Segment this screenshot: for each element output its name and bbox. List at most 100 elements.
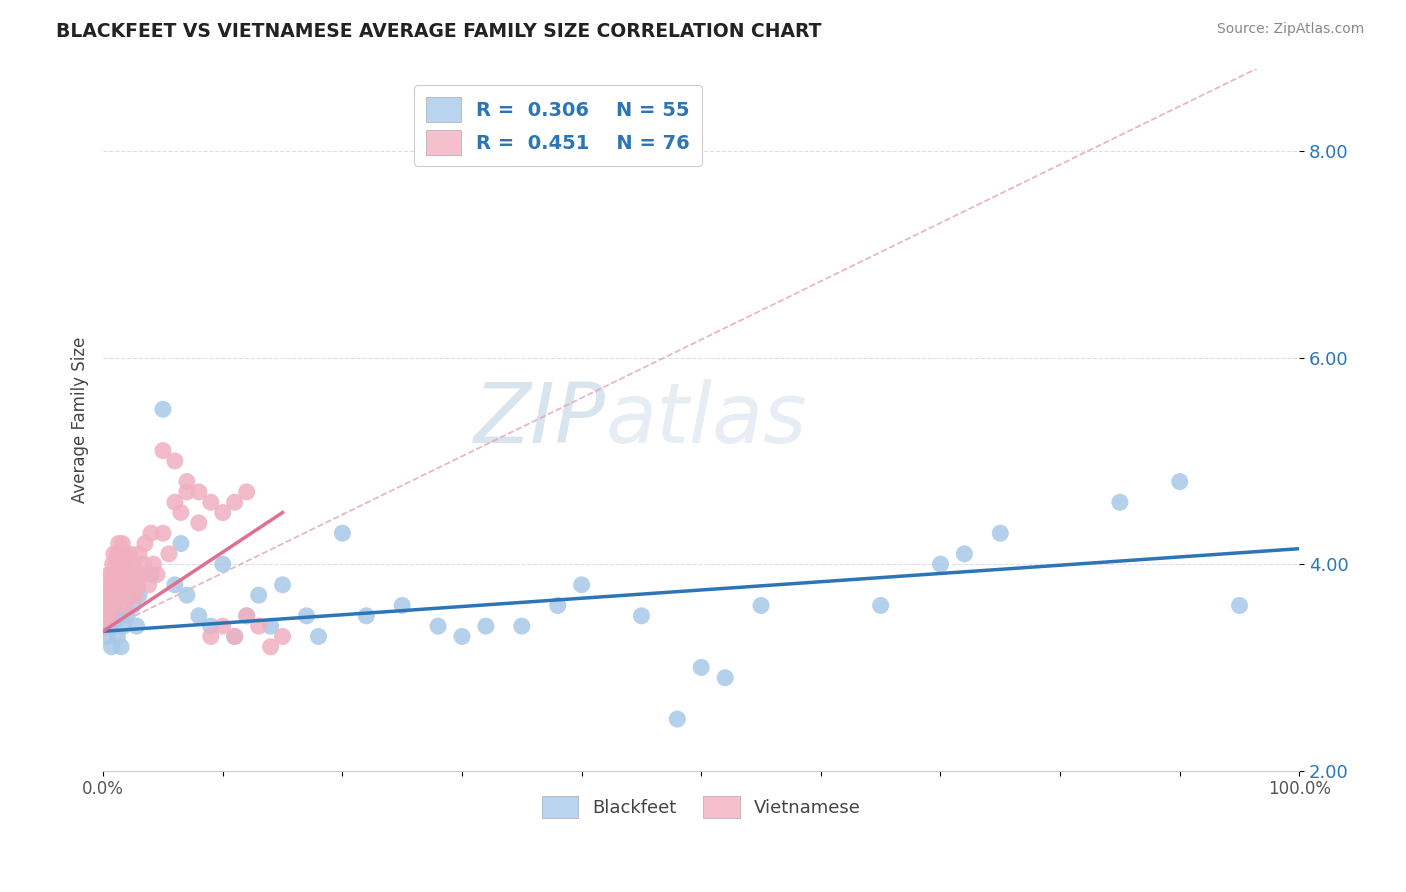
Point bbox=[1168, 475, 1191, 489]
Point bbox=[115, 608, 138, 623]
Point bbox=[105, 588, 128, 602]
Point bbox=[107, 608, 129, 623]
Point bbox=[235, 608, 257, 623]
Point bbox=[187, 608, 209, 623]
Point bbox=[869, 599, 891, 613]
Point bbox=[107, 547, 129, 561]
Point bbox=[714, 671, 737, 685]
Point bbox=[929, 557, 952, 571]
Point bbox=[128, 547, 150, 561]
Point bbox=[98, 588, 121, 602]
Point bbox=[547, 599, 569, 613]
Point bbox=[176, 475, 198, 489]
Point bbox=[97, 599, 120, 613]
Point bbox=[115, 567, 138, 582]
Point bbox=[128, 588, 150, 602]
Point bbox=[122, 599, 145, 613]
Point bbox=[93, 608, 115, 623]
Point bbox=[101, 557, 124, 571]
Point bbox=[163, 578, 186, 592]
Point bbox=[127, 578, 149, 592]
Point bbox=[170, 506, 193, 520]
Legend: Blackfeet, Vietnamese: Blackfeet, Vietnamese bbox=[534, 789, 868, 825]
Point bbox=[117, 578, 139, 592]
Point bbox=[96, 630, 118, 644]
Point bbox=[124, 588, 146, 602]
Point bbox=[93, 619, 115, 633]
Point bbox=[97, 599, 120, 613]
Point bbox=[391, 599, 413, 613]
Y-axis label: Average Family Size: Average Family Size bbox=[72, 336, 89, 503]
Point bbox=[120, 588, 142, 602]
Point bbox=[953, 547, 976, 561]
Point bbox=[100, 599, 122, 613]
Point bbox=[139, 526, 162, 541]
Point bbox=[224, 495, 246, 509]
Point bbox=[103, 619, 125, 633]
Point bbox=[98, 619, 121, 633]
Point bbox=[101, 588, 124, 602]
Point bbox=[200, 495, 222, 509]
Point bbox=[94, 619, 117, 633]
Text: Source: ZipAtlas.com: Source: ZipAtlas.com bbox=[1216, 22, 1364, 37]
Point bbox=[142, 557, 165, 571]
Point bbox=[152, 526, 174, 541]
Text: ZIP: ZIP bbox=[474, 379, 606, 460]
Point bbox=[100, 567, 122, 582]
Point bbox=[112, 588, 135, 602]
Point bbox=[451, 630, 474, 644]
Point bbox=[104, 599, 127, 613]
Point bbox=[115, 599, 138, 613]
Text: BLACKFEET VS VIETNAMESE AVERAGE FAMILY SIZE CORRELATION CHART: BLACKFEET VS VIETNAMESE AVERAGE FAMILY S… bbox=[56, 22, 821, 41]
Point bbox=[100, 640, 122, 654]
Point bbox=[187, 516, 209, 530]
Point bbox=[224, 630, 246, 644]
Point bbox=[176, 588, 198, 602]
Point bbox=[211, 619, 233, 633]
Point bbox=[114, 547, 136, 561]
Point bbox=[125, 619, 148, 633]
Point bbox=[94, 608, 117, 623]
Point bbox=[170, 536, 193, 550]
Point bbox=[163, 454, 186, 468]
Point bbox=[107, 630, 129, 644]
Point bbox=[307, 630, 329, 644]
Point bbox=[211, 557, 233, 571]
Point bbox=[235, 608, 257, 623]
Point bbox=[110, 547, 132, 561]
Point bbox=[101, 608, 124, 623]
Point bbox=[200, 619, 222, 633]
Point bbox=[235, 484, 257, 499]
Point bbox=[152, 443, 174, 458]
Point bbox=[630, 608, 652, 623]
Point bbox=[163, 495, 186, 509]
Point bbox=[571, 578, 593, 592]
Point bbox=[157, 547, 180, 561]
Point bbox=[200, 630, 222, 644]
Point bbox=[94, 599, 117, 613]
Point bbox=[427, 619, 450, 633]
Point bbox=[103, 578, 125, 592]
Point bbox=[247, 588, 270, 602]
Point bbox=[332, 526, 354, 541]
Point bbox=[122, 578, 145, 592]
Point bbox=[146, 567, 169, 582]
Point bbox=[1229, 599, 1251, 613]
Point bbox=[211, 506, 233, 520]
Point bbox=[110, 640, 132, 654]
Point bbox=[125, 567, 148, 582]
Point bbox=[295, 608, 318, 623]
Point bbox=[152, 402, 174, 417]
Point bbox=[108, 588, 131, 602]
Point bbox=[118, 578, 141, 592]
Point bbox=[107, 536, 129, 550]
Point bbox=[271, 578, 294, 592]
Point bbox=[224, 630, 246, 644]
Point bbox=[132, 557, 155, 571]
Point bbox=[104, 599, 127, 613]
Point bbox=[138, 578, 160, 592]
Point bbox=[98, 578, 121, 592]
Point bbox=[107, 567, 129, 582]
Point bbox=[110, 578, 132, 592]
Point bbox=[112, 557, 135, 571]
